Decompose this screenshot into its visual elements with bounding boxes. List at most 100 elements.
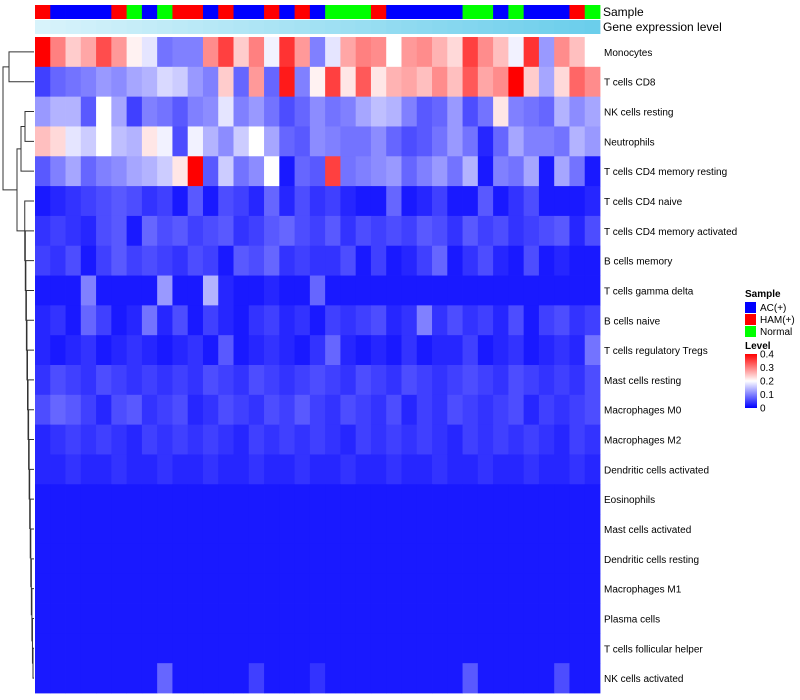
heatmap-cell bbox=[233, 305, 250, 336]
heatmap-cell bbox=[569, 126, 586, 157]
heatmap-cell bbox=[325, 215, 341, 247]
heatmap-cell bbox=[187, 633, 204, 664]
legend-label: HAM(+) bbox=[760, 315, 795, 326]
heatmap-cell bbox=[172, 543, 189, 575]
heatmap-cell bbox=[325, 365, 341, 396]
heatmap-cell bbox=[279, 245, 295, 276]
heatmap-cell bbox=[96, 633, 112, 664]
heatmap-cell bbox=[340, 663, 357, 694]
heatmap-cell bbox=[65, 365, 82, 396]
heatmap-cell bbox=[447, 484, 463, 515]
expression-annotation-cell bbox=[264, 20, 280, 34]
row-label: T cells gamma delta bbox=[604, 286, 694, 297]
legend-swatch-ac bbox=[745, 302, 756, 313]
heatmap-cell bbox=[279, 394, 295, 426]
heatmap-cell bbox=[96, 305, 112, 336]
heatmap-cell bbox=[538, 305, 555, 336]
heatmap-cell bbox=[432, 484, 448, 515]
dendrogram-branch bbox=[32, 647, 34, 679]
heatmap-cell bbox=[111, 305, 128, 336]
heatmap-cell bbox=[309, 186, 326, 217]
heatmap-cell bbox=[202, 126, 219, 157]
heatmap-cell bbox=[508, 484, 525, 515]
heatmap-cell bbox=[401, 66, 418, 98]
heatmap-cell bbox=[340, 186, 357, 217]
heatmap-cell bbox=[248, 126, 265, 157]
sample-annotation-cell bbox=[493, 5, 509, 19]
sample-annotation-cell bbox=[202, 5, 219, 19]
heatmap-cell bbox=[538, 335, 555, 366]
heatmap-cell bbox=[294, 543, 311, 575]
heatmap-cell bbox=[172, 514, 189, 545]
heatmap-cell bbox=[355, 37, 372, 68]
heatmap-cell bbox=[50, 573, 66, 604]
heatmap-cell bbox=[96, 37, 112, 68]
heatmap-cell bbox=[80, 543, 97, 575]
heatmap-cell bbox=[50, 335, 66, 366]
heatmap-cell bbox=[96, 424, 112, 455]
heatmap-cell bbox=[340, 305, 357, 336]
heatmap-cell bbox=[355, 215, 372, 247]
heatmap-cell bbox=[294, 156, 311, 187]
heatmap-cell bbox=[126, 484, 143, 515]
heatmap-cell bbox=[340, 275, 357, 306]
heatmap-cell bbox=[386, 484, 402, 515]
heatmap-cell bbox=[447, 335, 463, 366]
heatmap-cell bbox=[65, 484, 82, 515]
heatmap-cell bbox=[157, 215, 173, 247]
heatmap-cell bbox=[447, 603, 463, 634]
heatmap-cell bbox=[370, 66, 387, 98]
heatmap-cell bbox=[172, 126, 189, 157]
heatmap-cell bbox=[65, 454, 82, 485]
heatmap-cell bbox=[264, 156, 280, 187]
heatmap-cell bbox=[35, 603, 51, 634]
heatmap-cell bbox=[264, 484, 280, 515]
heatmap-cell bbox=[569, 245, 586, 276]
heatmap-cell bbox=[35, 245, 51, 276]
heatmap-cell bbox=[202, 305, 219, 336]
heatmap-cell bbox=[309, 663, 326, 694]
heatmap-cell bbox=[218, 37, 234, 68]
heatmap-cell bbox=[508, 365, 525, 396]
heatmap-cell bbox=[126, 186, 143, 217]
heatmap-cell bbox=[187, 96, 204, 127]
row-label: Macrophages M2 bbox=[604, 436, 682, 447]
heatmap-cell bbox=[370, 215, 387, 247]
heatmap-cell bbox=[80, 633, 97, 664]
heatmap-cell bbox=[554, 96, 570, 127]
heatmap-cell bbox=[96, 335, 112, 366]
legend-level-tick: 0.3 bbox=[760, 363, 774, 374]
expression-annotation-cell bbox=[462, 20, 479, 34]
heatmap-cell bbox=[187, 543, 204, 575]
sample-annotation-cell bbox=[126, 5, 143, 19]
heatmap-cell bbox=[447, 424, 463, 455]
heatmap-cell bbox=[355, 126, 372, 157]
heatmap-cell bbox=[233, 663, 250, 694]
heatmap-cell bbox=[477, 275, 494, 306]
heatmap-cell bbox=[157, 275, 173, 306]
heatmap-cell bbox=[493, 305, 509, 336]
heatmap-cell bbox=[35, 37, 51, 68]
heatmap-cell bbox=[508, 633, 525, 664]
heatmap-cell bbox=[386, 394, 402, 426]
heatmap-cell bbox=[554, 335, 570, 366]
heatmap-cell bbox=[584, 275, 601, 306]
sample-annotation-cell bbox=[172, 5, 189, 19]
heatmap-cell bbox=[96, 394, 112, 426]
heatmap-cell bbox=[202, 424, 219, 455]
heatmap-cell bbox=[538, 66, 555, 98]
sample-annotation-cell bbox=[279, 5, 295, 19]
heatmap-cell bbox=[172, 365, 189, 396]
row-label: T cells CD4 memory activated bbox=[604, 227, 737, 238]
heatmap-cell bbox=[493, 126, 509, 157]
heatmap-cell bbox=[96, 603, 112, 634]
expression-annotation-cell bbox=[309, 20, 326, 34]
heatmap-cell bbox=[157, 335, 173, 366]
heatmap-cell bbox=[325, 573, 341, 604]
heatmap-cell bbox=[233, 365, 250, 396]
heatmap-cell bbox=[309, 454, 326, 485]
heatmap-cell bbox=[141, 275, 158, 306]
heatmap-cell bbox=[294, 484, 311, 515]
heatmap-cell bbox=[477, 126, 494, 157]
row-label: T cells follicular helper bbox=[604, 644, 703, 655]
